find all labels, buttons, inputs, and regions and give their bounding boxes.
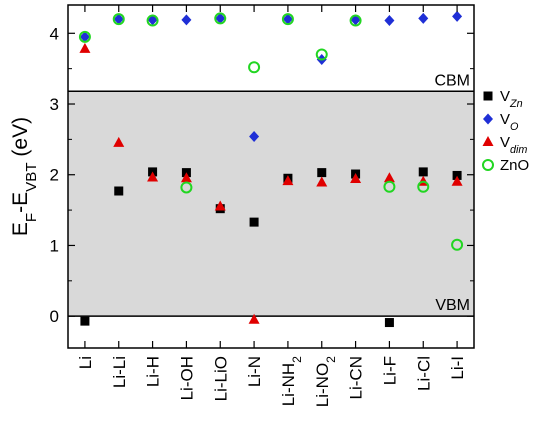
legend-label: Vdim <box>500 134 527 156</box>
data-marks <box>78 10 464 328</box>
plot-area: CBM VBM <box>68 72 474 317</box>
y-tick-label: 3 <box>50 95 59 114</box>
data-point <box>214 12 227 25</box>
data-point <box>383 172 395 183</box>
data-point <box>248 61 261 74</box>
x-tick-label: Li-LiO <box>211 356 230 401</box>
data-point <box>317 168 327 178</box>
x-tick-label: Li <box>76 356 95 369</box>
data-point <box>316 176 328 187</box>
y-tick-label: 2 <box>50 166 59 185</box>
y-axis-label: EF-EVBT (eV) <box>9 117 40 236</box>
data-point <box>112 13 125 26</box>
data-point <box>79 31 90 43</box>
y-tick-label: 4 <box>50 24 59 43</box>
axes: 0 1 2 3 4 Li Li-Li Li-H Li-OH Li-LiO Li-N Li-NH2 Li-… <box>9 4 475 407</box>
legend-marker <box>483 113 493 125</box>
data-point <box>384 15 395 27</box>
legend-entry: VO <box>483 111 519 133</box>
data-point <box>282 13 293 25</box>
x-tick-label: Li-I <box>448 356 467 380</box>
y-tick-label: 1 <box>50 236 59 255</box>
legend-marker <box>482 159 494 171</box>
data-point <box>249 217 259 227</box>
data-point <box>180 181 193 194</box>
data-point <box>181 14 192 26</box>
plot-frame <box>67 4 475 349</box>
series-3 <box>78 12 464 251</box>
data-point <box>418 12 429 24</box>
data-point <box>80 316 90 326</box>
data-point <box>315 48 328 61</box>
y-tick-label: 0 <box>50 307 59 326</box>
data-point <box>417 180 430 193</box>
data-point <box>350 172 362 183</box>
legend-entry: Vdim <box>482 134 527 156</box>
data-point <box>78 30 91 43</box>
data-point <box>215 12 226 24</box>
data-point <box>248 313 260 324</box>
cbm-label: CBM <box>434 72 470 89</box>
legend-label: VZn <box>500 88 523 110</box>
legend-marker <box>482 136 494 146</box>
data-point <box>79 42 91 53</box>
data-point <box>114 186 124 196</box>
x-tick-label: Li-OH <box>177 356 196 400</box>
data-point <box>418 167 428 177</box>
x-tick-label: Li-NH2 <box>279 356 304 406</box>
legend-entry: ZnO <box>482 157 529 174</box>
data-point <box>146 14 159 27</box>
data-point <box>281 13 294 26</box>
data-point <box>349 14 362 27</box>
x-tick-label: Li-Li <box>110 356 129 388</box>
gap-band <box>68 91 474 317</box>
vbm-label: VBM <box>435 297 470 314</box>
data-point <box>383 180 396 193</box>
legend-marker <box>483 91 493 101</box>
data-point <box>282 175 294 186</box>
data-point <box>113 136 125 147</box>
x-tick-label: Li-CN <box>347 356 366 399</box>
data-point <box>147 171 159 182</box>
data-point <box>451 175 463 186</box>
data-point <box>214 200 226 211</box>
legend-entry: VZn <box>483 88 523 110</box>
x-tick-label: Li-Cl <box>414 356 433 391</box>
x-tick-label: Li-F <box>380 356 399 385</box>
data-point <box>180 172 192 183</box>
x-tick-label: Li-H <box>144 356 163 387</box>
data-point <box>452 10 463 22</box>
x-tick-label: Li-N <box>245 356 264 387</box>
data-point <box>113 13 124 25</box>
data-point <box>249 131 260 143</box>
x-tick-label: Li-NO2 <box>313 356 338 407</box>
legend-label: ZnO <box>500 157 529 174</box>
data-point <box>384 318 394 328</box>
legend-label: VO <box>500 111 519 133</box>
data-point <box>452 170 462 180</box>
data-point <box>451 238 464 251</box>
